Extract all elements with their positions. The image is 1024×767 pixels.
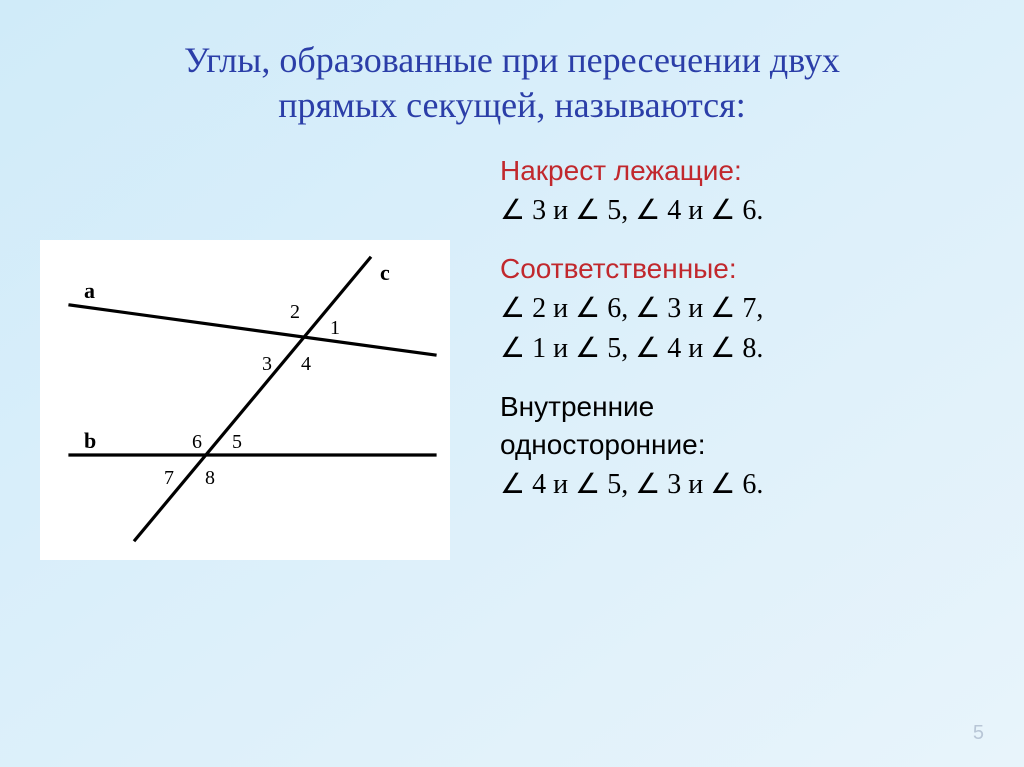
title-line-2: прямых секущей, называются: [278,85,745,125]
svg-text:3: 3 [262,353,272,375]
angle-types-column: Накрест лежащие: ∠ 3 и ∠ 5, ∠ 4 и ∠ 6. С… [500,155,1000,527]
interior-one-sided-heading-2: односторонние: [500,429,1000,461]
corresponding-angles-list-1: ∠ 2 и ∠ 6, ∠ 3 и ∠ 7, [500,291,1000,325]
alternate-angles-group: Накрест лежащие: ∠ 3 и ∠ 5, ∠ 4 и ∠ 6. [500,155,1000,227]
interior-one-sided-heading-1: Внутренние [500,391,1000,423]
alternate-angles-list: ∠ 3 и ∠ 5, ∠ 4 и ∠ 6. [500,193,1000,227]
svg-text:c: c [380,260,390,285]
svg-text:6: 6 [192,431,202,453]
svg-text:a: a [84,278,95,303]
diagram-svg: a b c 1 2 3 4 5 67 8 [40,240,450,560]
corresponding-angles-heading: Соответственные: [500,253,1000,285]
svg-text:7: 7 [164,467,174,489]
svg-text:4: 4 [301,353,311,375]
slide-title: Углы, образованные при пересечении двух … [0,0,1024,128]
interior-one-sided-list: ∠ 4 и ∠ 5, ∠ 3 и ∠ 6. [500,467,1000,501]
svg-text:2: 2 [290,301,300,323]
page-number: 5 [973,722,984,745]
corresponding-angles-list-2: ∠ 1 и ∠ 5, ∠ 4 и ∠ 8. [500,331,1000,365]
svg-text:b: b [84,428,96,453]
svg-text:8: 8 [205,467,215,489]
svg-text:5: 5 [232,431,242,453]
alternate-angles-heading: Накрест лежащие: [500,155,1000,187]
interior-one-sided-group: Внутренние односторонние: ∠ 4 и ∠ 5, ∠ 3… [500,391,1000,501]
svg-text:1: 1 [330,317,340,339]
geometry-diagram: a b c 1 2 3 4 5 67 8 [40,240,450,560]
corresponding-angles-group: Соответственные: ∠ 2 и ∠ 6, ∠ 3 и ∠ 7, ∠… [500,253,1000,365]
title-line-1: Углы, образованные при пересечении двух [184,40,840,80]
